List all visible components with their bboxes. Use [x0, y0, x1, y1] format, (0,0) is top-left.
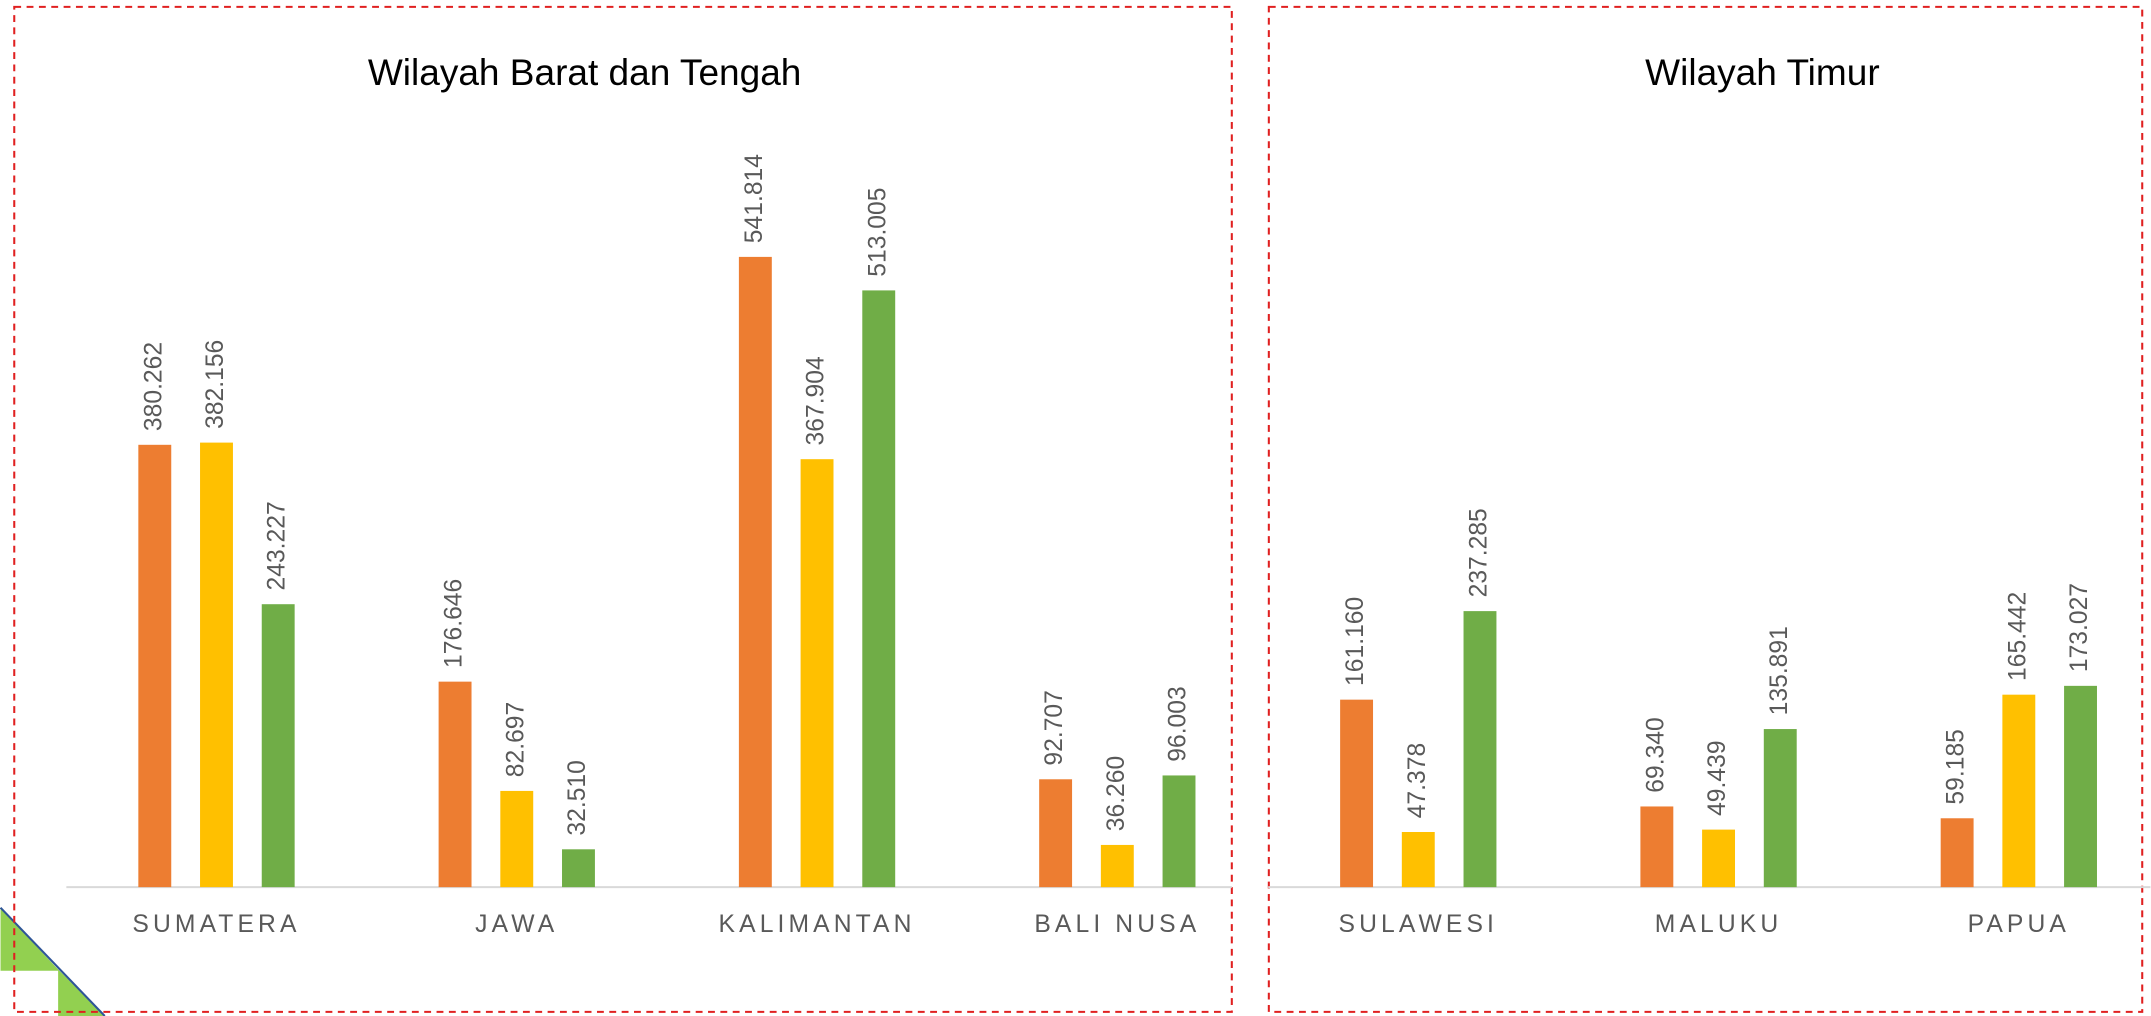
data-label: 513.005 — [864, 188, 891, 277]
bar — [1401, 832, 1435, 888]
data-label: 237.285 — [1465, 508, 1492, 597]
bar — [1340, 699, 1374, 888]
bar — [1940, 818, 1974, 888]
data-label: 49.439 — [1704, 740, 1731, 815]
data-label: 173.027 — [2066, 583, 2093, 672]
data-label: 380.262 — [140, 342, 167, 431]
data-label: 36.260 — [1103, 756, 1130, 831]
x-tick-label: MALUKU — [1655, 911, 1782, 938]
bar — [562, 849, 595, 888]
data-label: 69.340 — [1642, 717, 1669, 792]
bar — [1463, 611, 1497, 888]
x-tick-label: BALI NUSA — [1034, 911, 1200, 938]
data-label: 82.697 — [502, 702, 529, 777]
x-tick-label: SUMATERA — [132, 911, 300, 938]
bar — [438, 681, 472, 888]
bar — [500, 790, 534, 888]
bar — [261, 604, 295, 888]
data-label: 92.707 — [1041, 690, 1068, 765]
data-label: 161.160 — [1342, 597, 1369, 686]
x-tick-label: PAPUA — [1968, 911, 2070, 938]
bar — [200, 442, 233, 888]
bar — [800, 459, 834, 888]
data-label: 541.814 — [741, 154, 768, 243]
bar — [862, 290, 896, 888]
x-tick-label: SULAWESI — [1339, 911, 1498, 938]
decoration — [0, 906, 106, 1016]
bar — [2002, 694, 2036, 888]
data-label: 135.891 — [1766, 626, 1793, 715]
bar — [2064, 685, 2097, 888]
data-label: 367.904 — [803, 356, 830, 445]
data-label: 59.185 — [1943, 729, 1970, 804]
chart-title: Wilayah Barat dan Tengah — [368, 51, 802, 93]
bar — [1039, 779, 1073, 888]
chart-frame — [1267, 5, 2144, 1013]
data-label: 165.442 — [2004, 592, 2031, 681]
x-tick-label: KALIMANTAN — [719, 911, 916, 938]
bar — [1763, 729, 1797, 888]
x-tick-label: JAWA — [475, 911, 558, 938]
bar — [738, 256, 772, 888]
plots: Wilayah Barat dan Tengah SUMATERA 380.262 3… — [66, 51, 2151, 938]
data-label: 47.378 — [1404, 743, 1431, 818]
data-label: 96.003 — [1165, 686, 1192, 761]
data-label: 32.510 — [564, 760, 591, 835]
bar — [1100, 844, 1134, 888]
data-label: 243.227 — [264, 501, 291, 590]
data-label: 176.646 — [441, 579, 468, 668]
bar — [1640, 806, 1674, 888]
chart-title: Wilayah Timur — [1645, 51, 1879, 93]
chart-frame — [13, 5, 1233, 1013]
bar — [1162, 775, 1196, 888]
bar — [138, 444, 172, 888]
bar — [1702, 829, 1736, 888]
data-label: 382.156 — [202, 340, 229, 429]
